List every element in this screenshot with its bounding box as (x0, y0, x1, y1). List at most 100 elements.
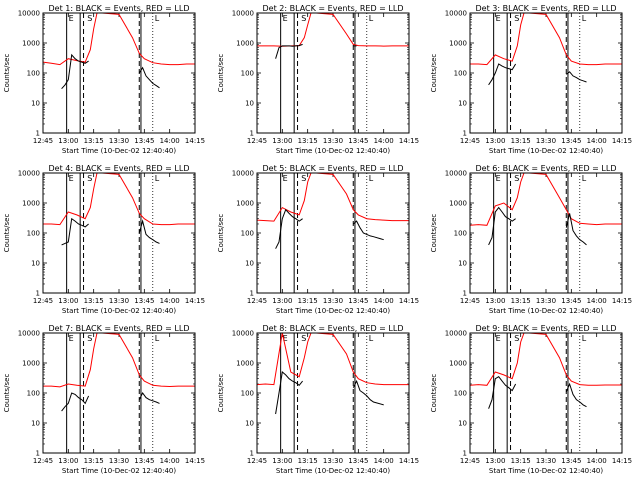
plot-frame (469, 12, 623, 134)
y-tick-label: 1 (463, 290, 467, 298)
x-tick-label: 13:45 (134, 297, 154, 305)
x-tick-label: 14:00 (374, 457, 394, 465)
x-tick-label: 13:45 (348, 137, 368, 145)
lld-series-line (43, 332, 195, 388)
y-axis-label: Counts/sec (430, 374, 438, 413)
y-tick-label: 100 (27, 70, 40, 78)
y-tick-label: 100 (454, 70, 467, 78)
y-tick-label: 10000 (232, 10, 254, 18)
y-tick-label: 1 (36, 450, 40, 458)
panel-title: Det 6: BLACK = Events, RED = LLD (476, 164, 617, 173)
x-axis-label: Start Time (10-Dec-02 12:40:40) (489, 467, 603, 475)
marker-annotation: E (496, 174, 501, 183)
y-tick-label: 1 (250, 450, 254, 458)
y-tick-label: 1 (463, 450, 467, 458)
y-tick-label: 1 (250, 130, 254, 138)
y-tick-label: 1000 (236, 40, 254, 48)
y-tick-label: 1 (36, 290, 40, 298)
x-tick-label: 13:15 (298, 457, 318, 465)
x-tick-label: 12:45 (247, 137, 267, 145)
x-tick-label: 14:15 (399, 137, 419, 145)
x-axis-label: Start Time (10-Dec-02 12:40:40) (62, 307, 176, 315)
marker-annotation: S (514, 14, 519, 23)
x-tick-label: 14:00 (160, 457, 180, 465)
x-tick-label: 13:30 (323, 297, 343, 305)
detector-panel-3: Det 3: BLACK = Events, RED = LLD Counts/s… (430, 4, 632, 155)
x-tick-label: 14:15 (185, 457, 205, 465)
panel-title: Det 4: BLACK = Events, RED = LLD (49, 164, 190, 173)
plot-frame (42, 12, 196, 134)
x-tick-label: 12:45 (33, 137, 53, 145)
x-tick-label: 13:00 (58, 297, 78, 305)
y-tick-label: 10000 (445, 10, 467, 18)
x-tick-label: 14:00 (374, 137, 394, 145)
y-tick-label: 10 (458, 420, 467, 428)
marker-annotation: L (582, 174, 587, 183)
marker-annotation: S (301, 334, 306, 343)
lld-series-line (256, 172, 409, 222)
x-tick-label: 14:15 (612, 297, 632, 305)
marker-annotation: E (496, 14, 501, 23)
x-axis-label: Start Time (10-Dec-02 12:40:40) (489, 147, 603, 155)
events-series-line (488, 376, 517, 409)
events-series-line (275, 43, 303, 59)
plot-frame (256, 172, 410, 294)
y-tick-label: 1000 (22, 360, 40, 368)
x-tick-label: 13:00 (485, 297, 505, 305)
events-series-line (352, 220, 384, 241)
events-series-line (138, 392, 160, 404)
y-tick-label: 100 (454, 230, 467, 238)
panel-title: Det 8: BLACK = Events, RED = LLD (263, 324, 404, 333)
x-tick-label: 13:00 (272, 297, 292, 305)
plot-frame (42, 332, 196, 454)
x-axis-label: Start Time (10-Dec-02 12:40:40) (276, 147, 390, 155)
x-tick-label: 14:00 (160, 297, 180, 305)
x-tick-label: 14:15 (612, 457, 632, 465)
plot-frame (42, 172, 196, 294)
y-tick-label: 1000 (449, 200, 467, 208)
x-tick-label: 13:15 (298, 297, 318, 305)
x-tick-label: 13:15 (511, 137, 531, 145)
y-tick-label: 10000 (232, 330, 254, 338)
y-tick-label: 10000 (18, 170, 40, 178)
marker-annotation: L (155, 14, 160, 23)
x-tick-label: 14:15 (399, 457, 419, 465)
x-tick-label: 13:15 (84, 297, 104, 305)
y-axis-label: Counts/sec (217, 214, 225, 253)
x-tick-label: 14:00 (160, 137, 180, 145)
marker-annotation: L (369, 14, 374, 23)
x-tick-label: 13:45 (561, 297, 581, 305)
events-series-line (61, 392, 90, 412)
y-tick-label: 1000 (236, 200, 254, 208)
marker-annotation: E (283, 14, 288, 23)
x-tick-label: 13:45 (561, 137, 581, 145)
events-series-line (488, 206, 516, 246)
marker-annotation: S (87, 174, 92, 183)
y-tick-label: 10000 (445, 330, 467, 338)
events-series-line (138, 219, 160, 244)
y-axis-label: Counts/sec (3, 54, 11, 93)
x-tick-label: 14:15 (612, 137, 632, 145)
x-tick-label: 12:45 (460, 297, 480, 305)
x-tick-label: 12:45 (460, 457, 480, 465)
x-axis-label: Start Time (10-Dec-02 12:40:40) (276, 307, 390, 315)
panel-title: Det 1: BLACK = Events, RED = LLD (49, 4, 190, 13)
x-tick-label: 13:45 (561, 457, 581, 465)
x-tick-label: 13:45 (348, 457, 368, 465)
x-tick-label: 13:30 (536, 297, 556, 305)
x-axis-label: Start Time (10-Dec-02 12:40:40) (62, 147, 176, 155)
y-tick-label: 100 (241, 390, 254, 398)
x-tick-label: 12:45 (247, 457, 267, 465)
lld-series-line (257, 12, 409, 47)
marker-annotation: L (369, 334, 374, 343)
y-axis-label: Counts/sec (430, 214, 438, 253)
y-tick-label: 1 (36, 130, 40, 138)
x-tick-label: 12:45 (247, 297, 267, 305)
x-tick-label: 13:30 (323, 137, 343, 145)
y-axis-label: Counts/sec (217, 374, 225, 413)
y-tick-label: 10 (31, 420, 40, 428)
x-tick-label: 14:00 (587, 457, 607, 465)
marker-annotation: E (69, 14, 74, 23)
lld-series-line (469, 172, 622, 226)
